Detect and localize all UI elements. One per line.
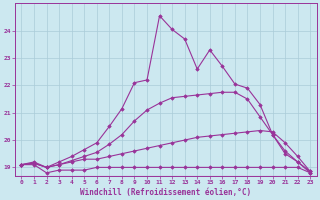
X-axis label: Windchill (Refroidissement éolien,°C): Windchill (Refroidissement éolien,°C): [80, 188, 252, 197]
